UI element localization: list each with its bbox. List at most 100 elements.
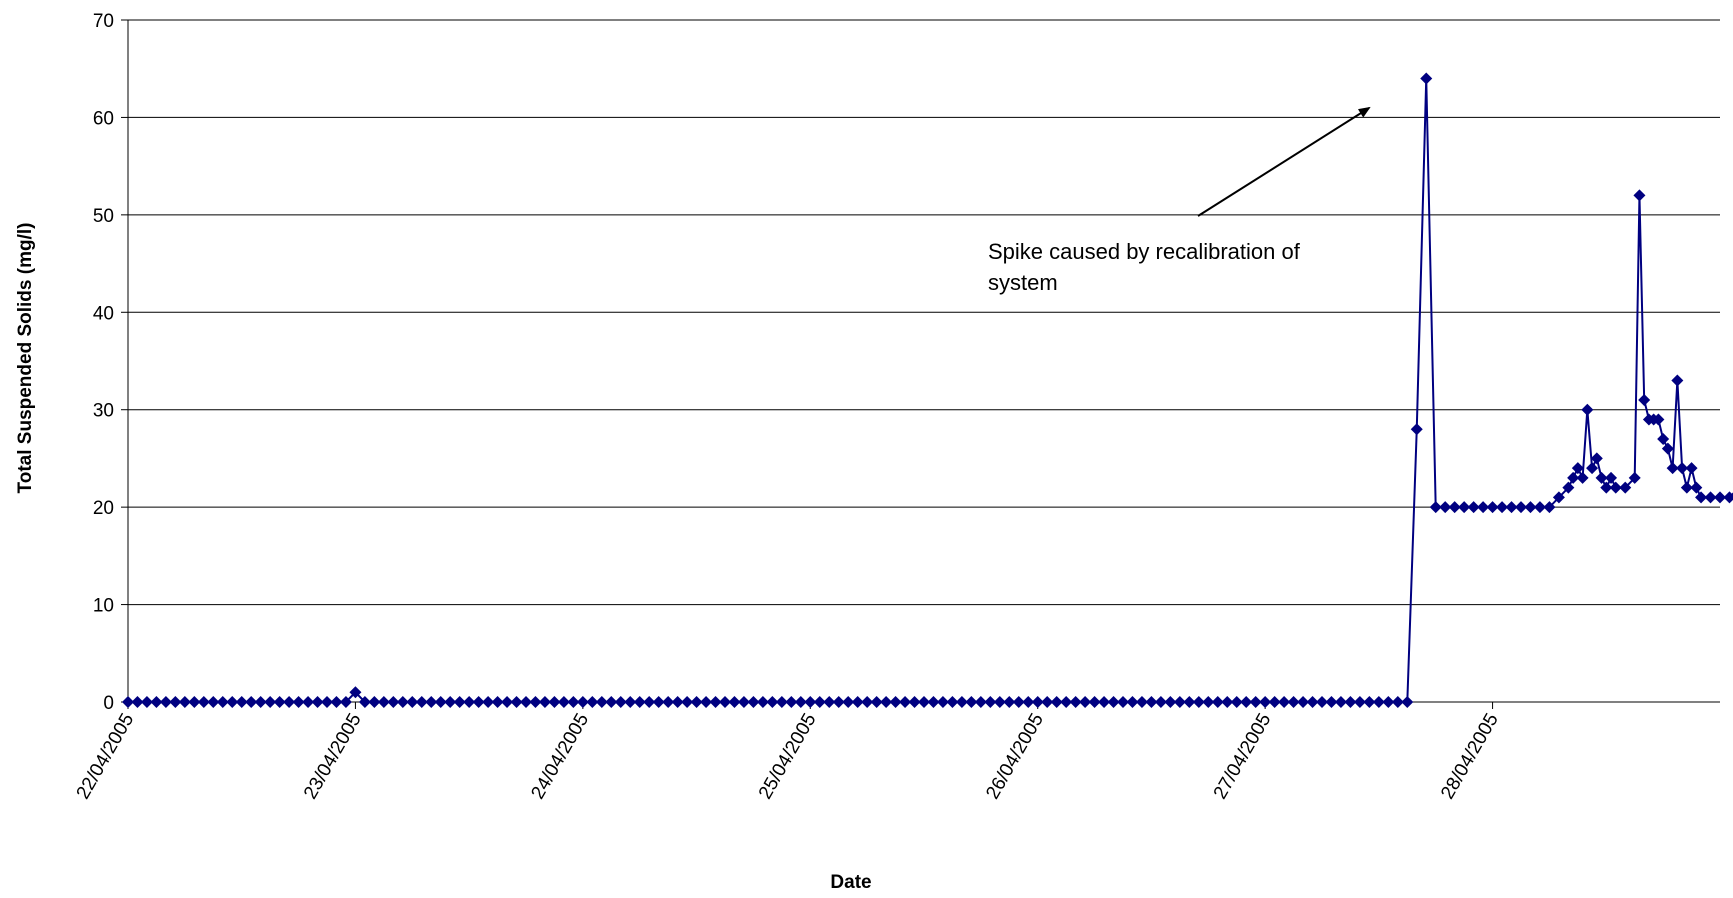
data-point-marker [159,696,172,708]
data-point-marker [1278,696,1291,708]
data-point-marker [311,696,324,708]
data-point-marker [576,696,589,708]
data-point-marker [624,696,637,708]
data-point-marker [368,696,381,708]
data-point-marker [1590,452,1603,465]
data-point-marker [681,696,694,708]
y-tick-label: 70 [93,11,114,32]
data-point-marker [1524,501,1537,514]
y-tick-label: 60 [93,108,114,129]
data-point-marker [1117,696,1129,708]
data-point-marker [614,696,627,708]
data-point-marker [1211,696,1224,708]
data-point-marker [406,696,419,708]
data-point-marker [415,696,428,708]
data-point-marker [529,696,542,708]
data-point-marker [794,696,807,708]
annotation: Spike caused by recalibration of system [988,106,1371,295]
x-tick-label: 28/04/2005 [1437,710,1503,803]
data-point-marker [1628,471,1641,484]
data-point-marker [1249,696,1262,708]
data-point-marker [349,686,362,699]
data-point-marker [122,696,134,708]
data-point-marker [1145,696,1158,708]
data-point-marker [463,696,476,708]
data-point-marker [756,696,769,708]
data-point-marker [728,696,741,708]
data-point-marker [1041,696,1054,708]
data-point-marker [1477,501,1490,514]
data-point-marker [1723,491,1733,504]
data-point-marker [302,696,315,708]
data-point-marker [1031,696,1044,708]
data-point-marker [851,696,864,708]
data-point-marker [501,696,514,708]
annotation-text-line-1: Spike caused by recalibration of [988,239,1301,264]
data-point-marker [1183,696,1196,708]
data-point-marker [605,696,618,708]
data-point-marker [1098,696,1111,708]
x-tick-labels: 22/04/2005 23/04/2005 24/04/2005 25/04/2005… [73,710,1503,803]
data-point-marker [482,696,495,708]
data-point-marker [188,696,201,708]
data-point-marker [1107,696,1120,708]
data-point-marker [1652,413,1665,426]
x-tick-label: 24/04/2005 [527,710,593,803]
data-point-marker [1202,696,1215,708]
data-point-marker [207,696,220,708]
data-point-marker [974,696,987,708]
data-point-marker [643,696,656,708]
data-point-marker [946,696,959,708]
data-point-marker [1704,491,1717,504]
data-point-marker [567,696,580,708]
data-point-marker [1401,696,1414,708]
data-point-marker [264,696,277,708]
data-point-marker [1069,696,1082,708]
data-point-marker [1297,696,1310,708]
data-point-marker [330,696,343,708]
data-point-marker [861,696,874,708]
data-point-marker [1050,696,1063,708]
data-point-marker [842,696,855,708]
data-point-marker [245,696,258,708]
data-point-marker [1316,696,1328,708]
data-point-marker [1429,501,1442,514]
data-point-marker [993,696,1006,708]
data-point-marker [1543,501,1556,514]
data-point-marker [169,696,182,708]
data-point-marker [444,696,457,708]
data-point-marker [870,696,883,708]
data-point-marker [1372,696,1385,708]
data-point-marker [1391,696,1404,708]
data-point-marker [747,696,760,708]
data-point-marker [235,696,248,708]
data-point-marker [1571,462,1584,475]
gridlines [128,19,1720,606]
data-point-marker [899,696,912,708]
data-point-marker [1552,491,1565,504]
data-point-marker [1619,481,1632,494]
data-point-marker [283,696,296,708]
data-point-marker [1505,501,1518,514]
data-point-marker [1088,696,1101,708]
data-point-marker [652,696,665,708]
data-point-marker [131,696,144,708]
data-point-marker [1657,432,1670,445]
x-tick-label: 22/04/2005 [73,710,139,803]
data-point-marker [1230,696,1243,708]
data-point-marker [965,696,978,708]
x-tick-label: 27/04/2005 [1210,710,1276,803]
data-point-marker [434,696,447,708]
series-polyline [128,78,1733,703]
x-tick-label: 26/04/2005 [982,710,1048,803]
data-point-marker [1410,423,1423,436]
y-tick-label: 40 [93,303,114,324]
data-point-marker [425,696,438,708]
data-point-marker [1690,481,1703,494]
data-point-marker [662,696,675,708]
data-point-marker [595,696,608,708]
data-point-marker [823,696,836,708]
data-point-marker [671,696,684,708]
annotation-text-line-2: system [988,270,1058,295]
data-point-marker [387,696,400,708]
